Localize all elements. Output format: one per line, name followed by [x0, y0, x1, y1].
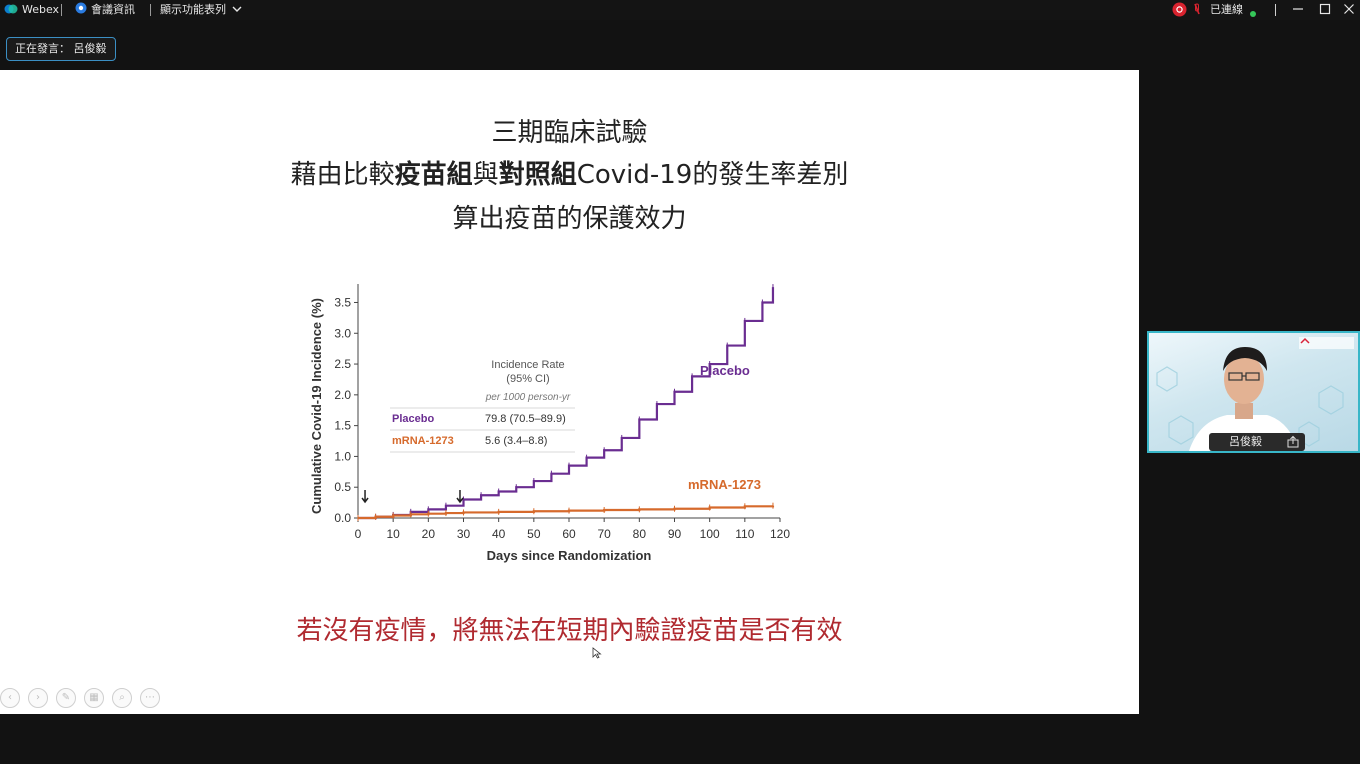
slide-title-line-1: 三期臨床試驗	[491, 118, 648, 148]
x-tick-label: 70	[597, 527, 611, 541]
record-icon[interactable]	[1172, 2, 1187, 22]
x-tick-label: 100	[700, 527, 720, 541]
mouse-cursor-icon	[592, 647, 602, 659]
table-header: (95% CI)	[506, 373, 549, 385]
slide-title-line-3: 算出疫苗的保護效力	[452, 204, 687, 234]
minimize-button[interactable]	[1287, 1, 1309, 19]
more-icon[interactable]: ⋯	[140, 688, 160, 708]
active-speaker-badge: 正在發言： 呂俊毅	[6, 37, 116, 61]
y-tick-label: 0.5	[334, 480, 351, 494]
close-button[interactable]	[1338, 1, 1360, 19]
vaccine-group-text: 疫苗組	[394, 160, 473, 190]
share-icon[interactable]	[1287, 435, 1299, 451]
slides-grid-icon[interactable]: ▦	[84, 688, 104, 708]
participant-video-tile[interactable]: 呂俊毅	[1147, 331, 1360, 453]
participant-name: 呂俊毅	[1229, 435, 1262, 448]
x-tick-label: 110	[735, 527, 754, 541]
title-text: 與	[472, 160, 499, 190]
divider	[1275, 4, 1276, 16]
x-tick-label: 120	[770, 527, 790, 541]
table-header: Incidence Rate	[491, 359, 564, 371]
y-tick-label: 3.0	[334, 326, 351, 340]
x-tick-label: 80	[633, 527, 647, 541]
zoom-icon[interactable]: ⌕	[112, 688, 132, 708]
y-tick-label: 1.0	[334, 449, 351, 463]
incidence-table: Incidence Rate (95% CI) per 1000 person-yr…	[390, 359, 575, 453]
title-text: 藉由比較	[290, 160, 395, 190]
table-row-label: mRNA-1273	[392, 435, 454, 447]
status-dot-icon	[1250, 6, 1256, 22]
x-tick-label: 30	[457, 527, 471, 541]
divider	[61, 4, 62, 16]
chart-axes: 0 10 20 30 40 50 60 70 80 90 100 110 120 0.0 0.5 1.0 1.5…	[334, 284, 790, 541]
y-tick-label: 1.5	[334, 419, 351, 433]
y-tick-label: 3.5	[334, 295, 351, 309]
meeting-info-button[interactable]: 會議資訊	[91, 3, 135, 16]
mrna-label: mRNA-1273	[688, 477, 761, 492]
table-row-value: 79.8 (70.5–89.9)	[485, 413, 566, 425]
maximize-button[interactable]	[1314, 1, 1336, 19]
placebo-label: Placebo	[700, 363, 750, 378]
mic-muted-icon[interactable]	[1192, 2, 1202, 22]
next-slide-icon[interactable]: ›	[28, 688, 48, 708]
participant-name-bar: 呂俊毅	[1209, 433, 1305, 451]
bottom-note: 若沒有疫情，將無法在短期內驗證疫苗是否有效	[296, 616, 843, 646]
divider	[150, 4, 151, 16]
y-axis-label: Cumulative Covid-19 Incidence (%)	[309, 298, 324, 514]
x-tick-label: 20	[422, 527, 436, 541]
connection-status: 已連線	[1210, 3, 1243, 16]
table-header: per 1000 person-yr	[485, 392, 571, 403]
info-icon[interactable]	[75, 2, 87, 19]
slide-title-line-2: 藉由比較疫苗組與對照組Covid-19的發生率差別	[0, 154, 1139, 191]
show-menu-button[interactable]: 顯示功能表列	[160, 3, 226, 16]
title-bar: Webex 會議資訊 顯示功能表列 已連線	[0, 0, 1360, 20]
incidence-chart: Cumulative Covid-19 Incidence (%) Days s…	[309, 284, 790, 563]
x-axis-label: Days since Randomization	[487, 548, 652, 563]
x-tick-label: 10	[386, 527, 400, 541]
table-row-label: Placebo	[392, 413, 434, 425]
webex-logo-icon	[4, 2, 18, 21]
y-tick-label: 2.0	[334, 388, 351, 402]
title-text: Covid-19的發生率差別	[576, 160, 849, 190]
down-arrow-icon	[456, 490, 464, 504]
previous-slide-icon[interactable]: ‹	[0, 688, 20, 708]
chart-series	[357, 284, 775, 521]
app-name: Webex	[22, 3, 60, 16]
table-row-value: 5.6 (3.4–8.8)	[485, 435, 547, 447]
chart-labels: Placebo mRNA-1273	[361, 363, 761, 504]
x-tick-label: 40	[492, 527, 506, 541]
y-tick-label: 0.0	[334, 511, 351, 525]
shared-slide: 三期臨床試驗 藉由比較疫苗組與對照組Covid-19的發生率差別 算出疫苗的保護…	[0, 70, 1139, 714]
x-tick-label: 50	[527, 527, 541, 541]
y-tick-label: 2.5	[334, 357, 351, 371]
pen-icon[interactable]: ✎	[56, 688, 76, 708]
control-group-text: 對照組	[498, 160, 577, 190]
chevron-down-icon[interactable]	[232, 2, 242, 21]
x-tick-label: 0	[355, 527, 362, 541]
down-arrow-icon	[361, 490, 369, 504]
x-tick-label: 90	[668, 527, 682, 541]
x-tick-label: 60	[562, 527, 576, 541]
